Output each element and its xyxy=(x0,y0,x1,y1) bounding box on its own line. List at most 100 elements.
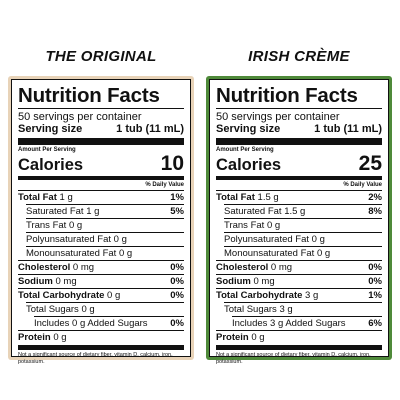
nutrient-name: Total Carbohydrate xyxy=(18,290,105,301)
nutrient-amount: 0 g xyxy=(311,234,325,245)
nutrient-row: Sodium 0 mg 0% xyxy=(216,274,382,288)
nutrient-name: Monounsaturated Fat xyxy=(26,248,117,259)
nutrient-amount: 0 g xyxy=(251,332,265,343)
nutrient-name: Total Carbohydrate xyxy=(216,290,303,301)
nutrient-label: Monounsaturated Fat 0 g xyxy=(26,247,132,260)
nutrient-amount: 1 g xyxy=(59,192,73,203)
nutrient-name: Trans Fat xyxy=(26,220,67,231)
nutrient-name: Total Fat xyxy=(216,192,255,203)
nutrient-amount: 0 g xyxy=(118,248,133,259)
nutrient-name: Total Fat xyxy=(18,192,57,203)
nutrition-facts-title: Nutrition Facts xyxy=(18,84,160,107)
serving-size-label: Serving size xyxy=(18,123,83,135)
daily-value-percent: 0% xyxy=(170,276,184,287)
nutrient-label: Sodium 0 mg xyxy=(216,275,275,288)
nutrient-row: Saturated Fat 1.5 g 8% xyxy=(224,204,382,218)
medium-divider xyxy=(18,176,184,180)
nutrient-name: Protein xyxy=(18,332,51,343)
daily-value-percent: 0% xyxy=(170,318,184,329)
amount-per-serving: Amount Per Serving xyxy=(18,147,76,153)
nutrient-label: Total Sugars 3 g xyxy=(224,303,293,316)
servings-per-container: 50 servings per container xyxy=(216,111,340,123)
nutrient-name: Trans Fat xyxy=(224,220,265,231)
calories-row: Calories 25 xyxy=(216,152,382,175)
nutrient-label: Saturated Fat 1.5 g xyxy=(224,205,305,218)
daily-value-percent: 5% xyxy=(170,206,184,217)
nutrient-name: Polyunsaturated Fat xyxy=(26,234,112,245)
nutrient-row: Monounsaturated Fat 0 g xyxy=(224,246,382,260)
daily-value-percent: 1% xyxy=(170,192,184,203)
calories-row: Calories 10 xyxy=(18,153,184,174)
nutrient-label: Trans Fat 0 g xyxy=(26,219,82,232)
nutrient-amount: 0 g xyxy=(266,220,281,231)
nutrient-amount: 0 mg xyxy=(72,262,95,273)
nutrient-label: Sodium 0 mg xyxy=(18,275,77,288)
nutrient-amount: 1.5 g xyxy=(284,206,306,217)
nutrient-label: Includes 3 g Added Sugars xyxy=(232,317,346,330)
nutrient-name: Total Sugars xyxy=(224,304,277,315)
nutrient-row: Protein 0 g xyxy=(216,330,382,344)
daily-value-percent: 1% xyxy=(368,290,382,301)
original-label-frame: Nutrition Facts 50 servings per containe… xyxy=(8,76,194,365)
nutrient-name: Cholesterol xyxy=(216,262,269,273)
nutrient-name: Polyunsaturated Fat xyxy=(224,234,310,245)
nutrient-name: Sodium xyxy=(18,276,53,287)
daily-value-header: % Daily Value xyxy=(343,182,382,188)
nutrient-row: Polyunsaturated Fat 0 g xyxy=(26,232,184,246)
nutrient-row: Total Sugars 0 g xyxy=(26,302,184,316)
daily-value-percent: 6% xyxy=(368,318,382,329)
daily-value-percent: 0% xyxy=(170,262,184,273)
nutrient-amount: 0 g xyxy=(107,290,121,301)
nutrient-label: Saturated Fat 1 g xyxy=(26,205,99,218)
nutrient-name: Saturated Fat xyxy=(224,206,282,217)
nutrient-row: Total Sugars 3 g xyxy=(224,302,382,316)
nutrient-name: Sodium xyxy=(216,276,251,287)
nutrient-label: Total Carbohydrate 3 g xyxy=(216,289,318,302)
nutrient-label: Polyunsaturated Fat 0 g xyxy=(26,233,127,246)
nutrient-row: Trans Fat 0 g xyxy=(224,218,382,232)
thick-divider xyxy=(18,138,184,145)
nutrient-amount: 0 g xyxy=(113,234,127,245)
nutrient-name: Protein xyxy=(216,332,249,343)
nutrient-label: Monounsaturated Fat 0 g xyxy=(224,247,330,260)
nutrient-row: Total Carbohydrate 3 g 1% xyxy=(216,288,382,302)
nutrient-amount: 3 g xyxy=(279,304,293,315)
nutrient-label: Protein 0 g xyxy=(216,331,265,344)
serving-size-row: Serving size 1 tub (11 mL) xyxy=(216,123,382,136)
nutrient-amount: 0 mg xyxy=(55,276,77,287)
footnote: Not a significant source of dietary fibe… xyxy=(18,352,173,365)
nutrient-row: Total Carbohydrate 0 g 0% xyxy=(18,288,184,302)
daily-value-percent: 0% xyxy=(368,262,382,273)
nutrient-amount: 0 g xyxy=(53,332,67,343)
nutrient-list: Total Fat 1 g 1% Saturated Fat 1 g 5% Trans … xyxy=(18,190,184,344)
nutrient-label: Cholesterol 0 mg xyxy=(18,261,94,274)
nutrient-row: Protein 0 g xyxy=(18,330,184,344)
nutrient-list: Total Fat 1.5 g 2% Saturated Fat 1.5 g 8% Tr… xyxy=(216,190,382,344)
nutrient-name: Includes 0 g Added Sugars xyxy=(34,318,148,329)
original-heading: THE ORIGINAL xyxy=(45,48,157,65)
calories-value: 25 xyxy=(358,152,382,175)
serving-size-row: Serving size 1 tub (11 mL) xyxy=(18,123,184,136)
nutrient-row: Saturated Fat 1 g 5% xyxy=(26,204,184,218)
nutrient-label: Cholesterol 0 mg xyxy=(216,261,292,274)
divider xyxy=(216,108,382,109)
calories-label: Calories xyxy=(216,156,282,174)
nutrient-row: Includes 0 g Added Sugars 0% xyxy=(34,316,184,330)
nutrient-amount: 0 mg xyxy=(270,262,293,273)
daily-value-header: % Daily Value xyxy=(145,182,184,188)
daily-value-percent: 0% xyxy=(170,290,184,301)
nutrient-label: Total Fat 1.5 g xyxy=(216,191,279,204)
nutrient-amount: 0 mg xyxy=(253,276,275,287)
thick-divider xyxy=(216,138,382,145)
nutrient-row: Polyunsaturated Fat 0 g xyxy=(224,232,382,246)
irish-creme-label-frame: Nutrition Facts 50 servings per containe… xyxy=(206,76,392,365)
nutrient-amount: 0 g xyxy=(68,220,83,231)
nutrient-row: Sodium 0 mg 0% xyxy=(18,274,184,288)
nutrient-row: Cholesterol 0 mg 0% xyxy=(216,260,382,274)
nutrient-label: Trans Fat 0 g xyxy=(224,219,280,232)
nutrient-name: Saturated Fat xyxy=(26,206,84,217)
nutrient-name: Monounsaturated Fat xyxy=(224,248,315,259)
irish-creme-heading: IRISH CRÈME xyxy=(248,48,350,65)
nutrient-row: Monounsaturated Fat 0 g xyxy=(26,246,184,260)
nutrient-row: Cholesterol 0 mg 0% xyxy=(18,260,184,274)
